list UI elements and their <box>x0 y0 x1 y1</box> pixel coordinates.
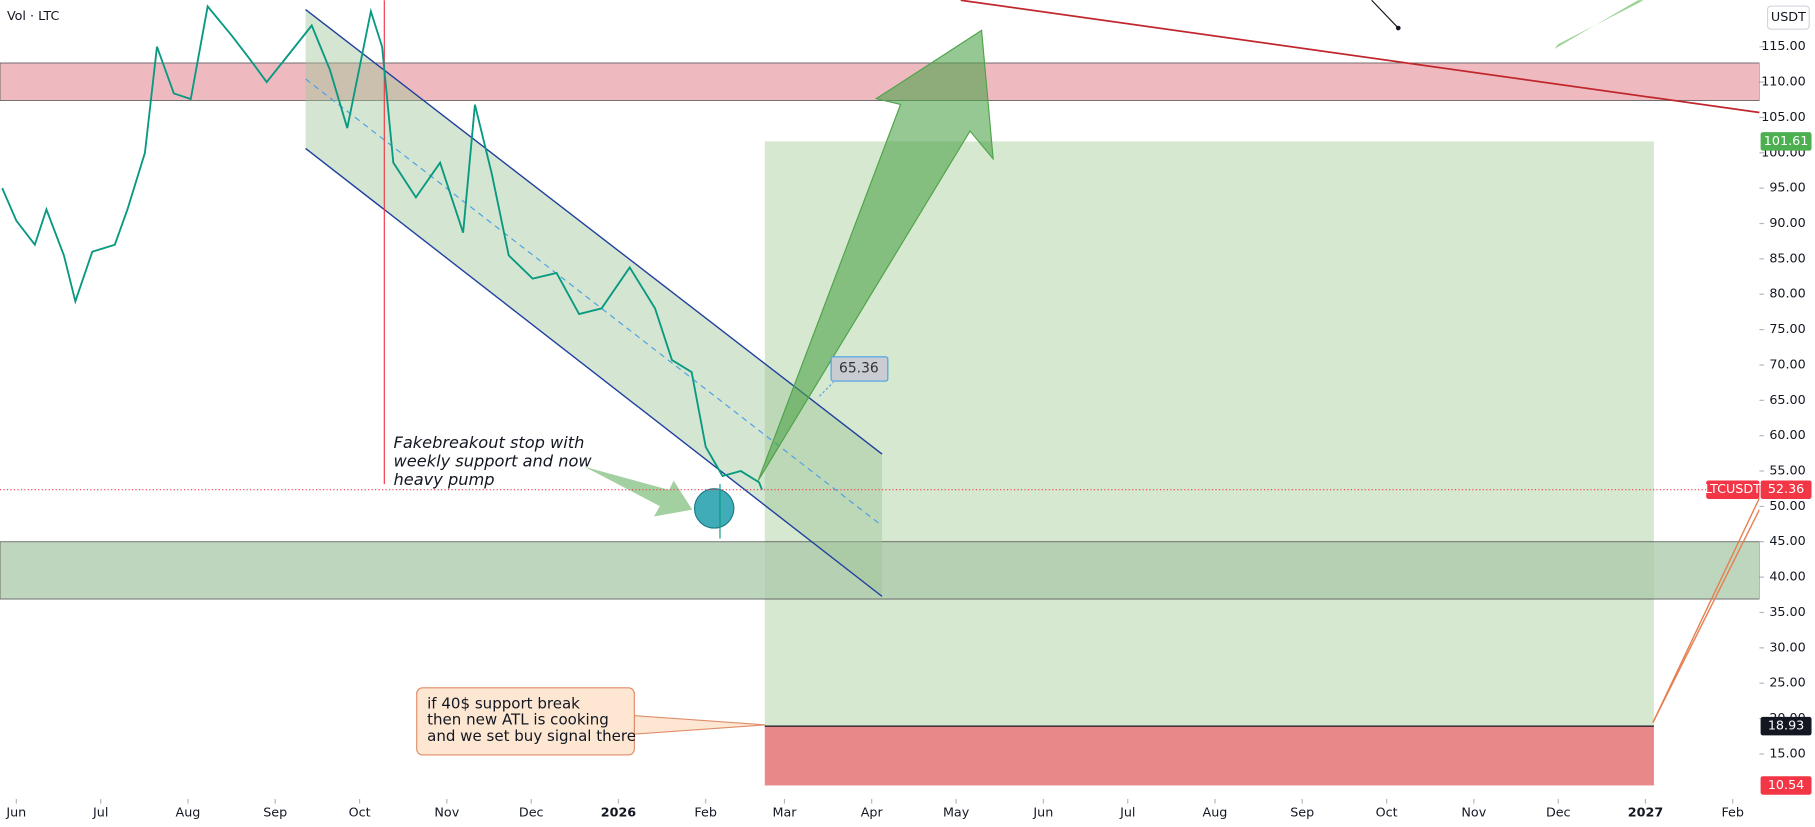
y-tick-label: 25.00 <box>1769 676 1805 691</box>
big-arrow <box>757 29 994 481</box>
y-tick-label: 30.00 <box>1769 640 1805 655</box>
price-tag <box>1760 132 1812 151</box>
price-tag-label: 101.61 <box>1764 134 1809 149</box>
y-tick-label: 40.00 <box>1769 570 1805 585</box>
zone <box>0 541 1760 600</box>
annotation-line: Fakebreakout stop with <box>394 433 585 452</box>
y-tick-label: 15.00 <box>1769 746 1805 761</box>
y-tick-label: 70.00 <box>1769 357 1805 372</box>
x-tick-label: Jun <box>1032 805 1053 820</box>
y-tick-label: 115.00 <box>1761 39 1806 54</box>
loss-zone <box>764 726 1654 786</box>
note-line: and we set buy signal there <box>427 727 636 745</box>
price-tag-label: LTCUSDT <box>1705 482 1761 497</box>
trend-line <box>960 0 1760 114</box>
callout-label: 65.36 <box>839 360 879 376</box>
y-tick-label: 75.00 <box>1769 322 1805 337</box>
axes: 15.0020.0025.0030.0035.0040.0045.0050.00… <box>5 39 1812 820</box>
line <box>1371 0 1399 29</box>
x-tick-label: Feb <box>1721 805 1744 820</box>
zones <box>0 62 1760 786</box>
note-box <box>416 687 635 756</box>
price-tag <box>1760 716 1812 736</box>
y-tick-label: 110.00 <box>1761 75 1806 90</box>
x-tick-label: Nov <box>1461 805 1486 820</box>
y-tick-label: 90.00 <box>1769 216 1805 231</box>
price-tag <box>1760 776 1812 795</box>
y-tick-label: 60.00 <box>1769 428 1805 443</box>
y-tick-label: 50.00 <box>1769 499 1805 514</box>
y-tick-label: 85.00 <box>1769 251 1805 266</box>
x-tick-label: Jul <box>1119 805 1135 820</box>
x-tick-label: Apr <box>861 805 884 820</box>
x-tick-label: Oct <box>349 805 371 820</box>
y-tick-label: 95.00 <box>1769 181 1805 196</box>
channel-top <box>305 8 883 455</box>
currency: USDT <box>1771 10 1806 25</box>
channel-mid <box>305 78 883 527</box>
x-tick-label: Dec <box>519 805 544 820</box>
time-axis <box>0 798 1815 827</box>
price-tag-label: 10.54 <box>1768 778 1804 793</box>
x-tick-label: Dec <box>1546 805 1571 820</box>
channel-bottom <box>305 147 883 597</box>
y-tick-label: 105.00 <box>1761 110 1806 125</box>
x-tick-label: May <box>943 805 970 820</box>
x-tick-label: Mar <box>772 805 797 820</box>
x-tick-label: Aug <box>176 805 201 820</box>
point <box>1395 25 1401 31</box>
callout-leader <box>819 381 834 397</box>
note-line: then new ATL is cooking <box>427 711 609 729</box>
arrow <box>1554 0 1644 49</box>
price-tag-label: 18.93 <box>1768 719 1804 734</box>
y-tick-label: 65.00 <box>1769 393 1805 408</box>
circle-marker <box>693 488 735 529</box>
note-pointer <box>633 714 766 735</box>
line <box>1652 497 1761 723</box>
annotation-line: weekly support and now <box>394 452 593 471</box>
line <box>1652 509 1761 723</box>
y-tick-label: 55.00 <box>1769 464 1805 479</box>
x-tick-label: Oct <box>1376 805 1398 820</box>
x-tick-label: Jul <box>92 805 108 820</box>
profit-zone <box>764 141 1654 727</box>
y-tick-label: 80.00 <box>1769 287 1805 302</box>
price-tag <box>1706 480 1760 499</box>
x-tick-label: Sep <box>1290 805 1314 820</box>
x-tick-label: Jun <box>5 805 26 820</box>
note-arrow <box>584 466 693 517</box>
x-tick-label: Feb <box>694 805 717 820</box>
annotation-line: heavy pump <box>394 470 495 489</box>
x-tick-label: 2027 <box>1628 805 1663 820</box>
callout-box <box>830 356 889 382</box>
x-tick-label: 2026 <box>601 805 637 820</box>
price-tag <box>1760 480 1812 499</box>
note-line: if 40$ support break <box>427 695 580 713</box>
price-tag-label: 52.36 <box>1768 482 1804 497</box>
y-tick-label: 45.00 <box>1769 534 1805 549</box>
x-tick-label: Sep <box>263 805 287 820</box>
x-tick-label: Aug <box>1203 805 1228 820</box>
drawings <box>305 0 1761 756</box>
currency-box <box>1766 5 1810 30</box>
price-line <box>1 4 763 491</box>
x-tick-label: Nov <box>434 805 459 820</box>
zone <box>0 62 1760 101</box>
legend-text: Vol · LTC <box>7 9 60 24</box>
y-tick-label: 35.00 <box>1769 605 1805 620</box>
